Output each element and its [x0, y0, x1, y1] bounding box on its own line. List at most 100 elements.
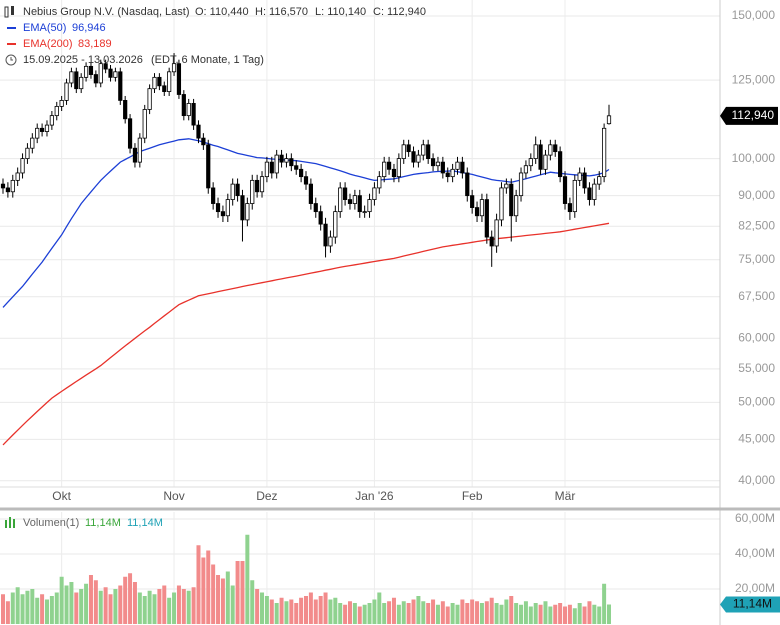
candle-body	[445, 172, 450, 178]
candle-body	[83, 65, 89, 78]
volume-bar	[294, 603, 299, 624]
volume-bar	[196, 545, 201, 624]
volume-value: 11,14M	[85, 517, 121, 529]
volume-bar	[440, 601, 445, 624]
volume-bar	[25, 590, 30, 624]
candle-body	[98, 63, 103, 84]
candle-body	[127, 118, 133, 149]
volume-bar	[372, 599, 377, 624]
volume-bar	[186, 590, 191, 624]
volume-title: Volumen(1)	[23, 517, 79, 529]
candle-body	[430, 158, 436, 167]
candle-body	[157, 76, 162, 87]
volume-bar	[548, 606, 553, 624]
candle-body	[386, 161, 392, 170]
volume-bar	[563, 606, 568, 624]
candle-body	[562, 176, 568, 204]
candle-body	[54, 106, 59, 117]
volume-bar	[514, 603, 519, 624]
candle-body	[39, 127, 45, 132]
candle-body	[323, 223, 328, 247]
volume-bar	[470, 599, 475, 624]
candle-body	[318, 211, 323, 225]
volume-bar	[431, 599, 436, 624]
candle-body	[494, 219, 499, 247]
candle-body	[479, 199, 485, 217]
candle-body	[181, 94, 186, 117]
candle-body	[548, 144, 553, 156]
candle-body	[450, 168, 455, 178]
y-tick-label: 50,000	[738, 395, 775, 409]
volume-bar	[538, 604, 543, 624]
volume-bar	[523, 601, 528, 624]
volume-bar	[450, 603, 455, 624]
legend-value: 83,189	[78, 38, 112, 50]
candle-body	[152, 76, 157, 90]
y-tick-label: 100,000	[732, 151, 776, 165]
candle-body	[299, 168, 304, 178]
volume-bar	[499, 604, 504, 624]
x-tick-label: Feb	[462, 489, 483, 503]
candle-body	[391, 168, 397, 178]
candle-body	[88, 65, 94, 75]
volume-bar	[147, 590, 152, 624]
candle-body	[118, 71, 123, 101]
candle-body	[474, 207, 480, 217]
volume-bar	[157, 589, 162, 624]
volume-bar	[401, 601, 406, 624]
candle-body	[514, 195, 519, 217]
candle-body	[274, 154, 279, 174]
candle-body	[396, 158, 401, 178]
volume-bar	[494, 603, 499, 624]
y-tick-label: 75,000	[738, 252, 775, 266]
candle-body	[582, 172, 587, 189]
y-tick-label: 20,00M	[735, 581, 775, 595]
candle-body	[362, 211, 367, 214]
candle-body	[171, 63, 177, 73]
header: Nebius Group N.V. (Nasdaq, Last) O: 110,…	[4, 6, 426, 529]
volume-bar	[216, 575, 221, 624]
volume-bar	[343, 604, 348, 624]
price-badge	[720, 106, 778, 125]
candle-body	[294, 165, 299, 170]
volume-bar	[225, 571, 230, 624]
ohlc-label: H: 116,570	[255, 6, 308, 18]
volume-bar	[98, 590, 103, 624]
volume-bar	[313, 599, 318, 624]
legend-value: 96,946	[72, 22, 106, 34]
volume-bar	[167, 597, 172, 624]
y-tick-label: 125,000	[732, 72, 776, 86]
candle-body	[303, 176, 309, 185]
candle-body	[347, 199, 353, 204]
candle-body	[328, 236, 333, 247]
volume-bar	[250, 580, 255, 624]
volume-bar	[108, 594, 113, 624]
volume-bar	[602, 583, 607, 624]
volume-bar	[582, 606, 587, 624]
candle-body	[147, 88, 152, 110]
volume-bar	[304, 596, 308, 624]
candle-body	[49, 115, 54, 126]
candle-body	[435, 161, 441, 167]
legend-label: EMA(50)	[23, 22, 66, 34]
ohlc-label: C: 112,940	[373, 6, 426, 18]
candle-body	[382, 161, 387, 178]
volume-bar	[84, 583, 89, 624]
volume-bar	[260, 592, 265, 624]
candle-body	[333, 211, 338, 238]
candle-body	[142, 109, 147, 139]
candle-body	[597, 176, 602, 185]
volume-bar	[533, 603, 538, 624]
volume-bar	[15, 587, 20, 624]
subtitle: (EDT, 6 Monate, 1 Tag)	[151, 54, 264, 66]
volume-bar	[367, 603, 372, 624]
y-tick-label: 60,000	[738, 330, 775, 344]
volume-bar	[553, 604, 558, 624]
volume-bar	[191, 587, 196, 624]
volume-bar	[426, 603, 431, 624]
candle-body	[259, 176, 265, 193]
candle-body	[533, 144, 538, 160]
volume-bar	[93, 580, 98, 624]
volume-bar	[64, 585, 69, 624]
